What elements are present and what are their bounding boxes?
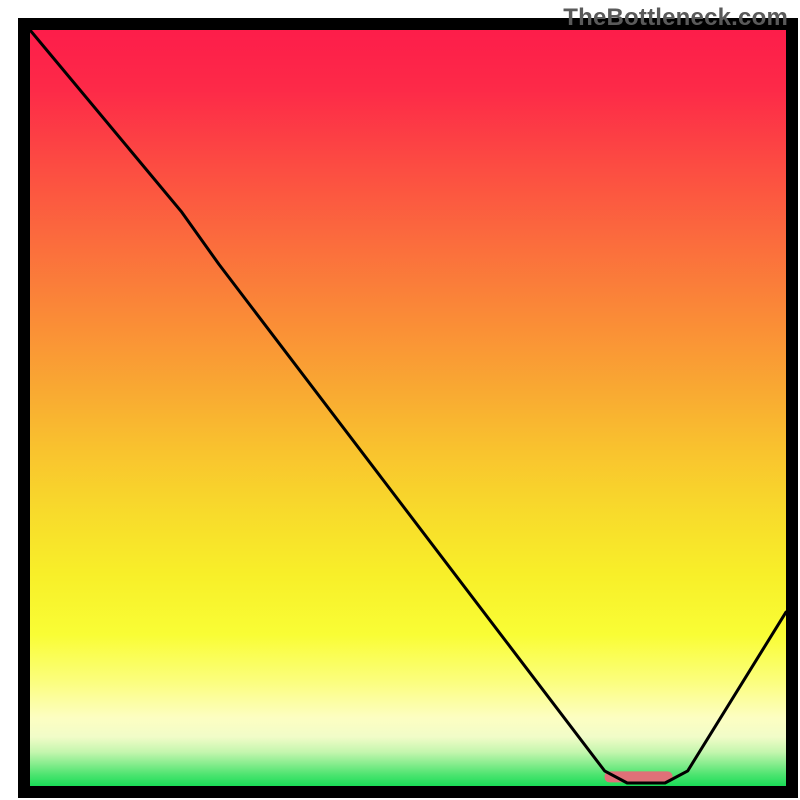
- gradient-background: [30, 30, 786, 786]
- bottleneck-chart: [0, 0, 800, 800]
- watermark-text: TheBottleneck.com: [563, 4, 788, 32]
- chart-container: TheBottleneck.com: [0, 0, 800, 800]
